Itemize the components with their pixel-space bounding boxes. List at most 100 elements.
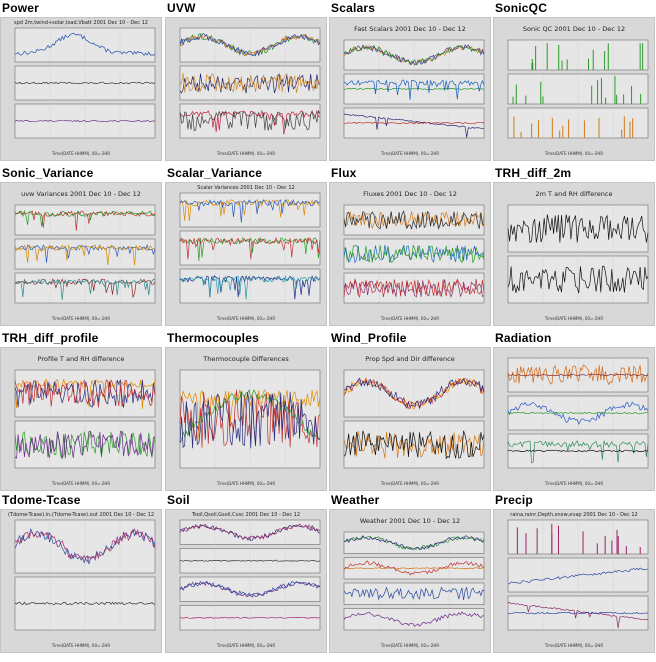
thumbnail-scalar-variance[interactable]: Scalar_Variance Scalar Variances 2001 Dec… <box>165 165 329 330</box>
thumbnail-title[interactable]: Wind_Profile <box>331 331 407 345</box>
thumbnail-wind-profile[interactable]: Wind_Profile Prop Spd and Dir difference T… <box>329 330 493 495</box>
plot-subtitle: (Tdome-Tcase).in,(Tdome-Tcase).out 2001 … <box>7 512 154 518</box>
plot-subtitle: 2m T and RH difference <box>535 190 613 198</box>
plot-panel <box>14 103 156 139</box>
plot-panels <box>343 369 485 469</box>
data-series-line <box>14 528 156 563</box>
data-series-line <box>179 32 321 57</box>
data-series-line <box>507 567 648 585</box>
plot-image[interactable]: Tsoil,Qsoil,Gsoil,Cvsc 2001 Dec 10 - Dec… <box>165 509 327 653</box>
thumbnail-title[interactable]: Soil <box>167 493 190 507</box>
data-series-line <box>343 430 485 460</box>
plot-subtitle: Sonic QC 2001 Dec 10 - Dec 12 <box>522 25 626 33</box>
plot-image[interactable]: spd 2m,twind+solar,load,Vbatt 2001 Dec 1… <box>0 17 162 161</box>
data-series-line <box>343 430 485 459</box>
thumbnail-uvw[interactable]: UVW Time(DATE HHMM), 00=-2HR <box>165 0 329 165</box>
data-series-line <box>179 33 321 57</box>
plot-subtitle: raina,rainr,Depth,snow,evap 2001 Dec 10 … <box>510 512 638 518</box>
plot-image[interactable]: Fluxes 2001 Dec 10 - Dec 12 Time(DATE HHM… <box>329 182 491 326</box>
plot-x-axis-label: Time(DATE HHMM), 00=-2HR <box>544 643 604 648</box>
thumbnail-title[interactable]: Flux <box>331 166 357 180</box>
data-series-line <box>14 244 156 266</box>
plot-panel <box>343 420 485 469</box>
plot-panels <box>14 519 156 631</box>
data-series-line <box>179 559 321 562</box>
plot-image[interactable]: Fast Scalars 2001 Dec 10 - Dec 12 Time(DA… <box>329 17 491 161</box>
plot-panel <box>343 531 485 554</box>
plot-x-axis-label: Time(DATE HHMM), 00=-2HR <box>51 316 111 321</box>
data-series-line <box>179 388 321 444</box>
plot-panel <box>179 268 321 304</box>
data-series-line <box>14 430 156 460</box>
thumbnail-power[interactable]: Power spd 2m,twind+solar,load,Vbatt 2001 … <box>0 0 164 165</box>
plot-panel <box>179 27 321 63</box>
data-series-line <box>507 265 649 294</box>
data-series-line <box>343 210 485 231</box>
thumbnail-title[interactable]: Sonic_Variance <box>2 166 94 180</box>
data-series-line <box>507 611 649 615</box>
data-series-line <box>179 616 321 619</box>
plot-image[interactable]: Sonic QC 2001 Dec 10 - Dec 12 Time(DATE H… <box>493 17 655 161</box>
plot-image[interactable]: Prop Spd and Dir difference Time(DATE HHM… <box>329 347 491 491</box>
plot-x-axis-label: Time(DATE HHMM), 00=-2HR <box>51 481 111 486</box>
plot-image[interactable]: Thermocouple Differences Time(DATE HHMM),… <box>165 347 327 491</box>
thumbnail-trh-diff-profile[interactable]: TRH_diff_profile Profile T and RH differe… <box>0 330 164 495</box>
data-series-line <box>343 44 485 66</box>
thumbnail-sonicqc[interactable]: SonicQC Sonic QC 2001 Dec 10 - Dec 12 Time… <box>493 0 656 165</box>
thumbnail-title[interactable]: TRH_diff_2m <box>495 166 572 180</box>
plot-image[interactable]: Time(DATE HHMM), 00=-2HR <box>493 347 655 491</box>
data-series-line <box>14 32 156 56</box>
plot-panel <box>343 204 485 236</box>
plot-image[interactable]: Time(DATE HHMM), 00=-2HR <box>165 17 327 161</box>
thumbnail-title[interactable]: Scalar_Variance <box>167 166 263 180</box>
thumbnail-radiation[interactable]: Radiation Time(DATE HHMM), 00=-2HR <box>493 330 656 495</box>
thumbnail-soil[interactable]: Soil Tsoil,Qsoil,Gsoil,Cvsc 2001 Dec 10 -… <box>165 492 329 657</box>
data-series-line <box>14 601 156 606</box>
plot-image[interactable]: Profile T and RH difference Time(DATE HHM… <box>0 347 162 491</box>
thumbnail-title[interactable]: TRH_diff_profile <box>2 331 99 345</box>
thumbnail-weather[interactable]: Weather Weather 2001 Dec 10 - Dec 12 Time(… <box>329 492 493 657</box>
thumbnail-tdome-tcase[interactable]: Tdome-Tcase (Tdome-Tcase).in,(Tdome-Tcase… <box>0 492 164 657</box>
plot-panel <box>343 238 485 270</box>
thumbnail-title[interactable]: UVW <box>167 1 196 15</box>
data-series-line <box>507 449 649 453</box>
plot-subtitle: Tsoil,Qsoil,Gsoil,Cvsc 2001 Dec 10 - Dec… <box>191 512 301 518</box>
plot-panels <box>14 369 156 469</box>
data-series-line <box>343 586 485 601</box>
data-series-line <box>343 121 485 125</box>
data-series-line <box>507 401 649 426</box>
thumbnail-title[interactable]: Radiation <box>495 331 552 345</box>
data-series-line <box>343 377 485 409</box>
plot-image[interactable]: uvw Variances 2001 Dec 10 - Dec 12 Time(D… <box>0 182 162 326</box>
data-series-line <box>14 81 156 85</box>
thumbnail-title[interactable]: Tdome-Tcase <box>2 493 81 507</box>
plot-panel <box>507 433 649 469</box>
plot-panel <box>179 369 321 469</box>
data-series-line <box>14 209 156 227</box>
thumbnail-trh-diff-2m[interactable]: TRH_diff_2m 2m T and RH difference Time(DA… <box>493 165 656 330</box>
thumbnail-title[interactable]: Scalars <box>331 1 376 15</box>
thumbnail-title[interactable]: Power <box>2 1 40 15</box>
plot-panels <box>14 27 156 139</box>
thumbnail-scalars[interactable]: Scalars Fast Scalars 2001 Dec 10 - Dec 12… <box>329 0 493 165</box>
thumbnail-title[interactable]: Thermocouples <box>167 331 259 345</box>
plot-image[interactable]: raina,rainr,Depth,snow,evap 2001 Dec 10 … <box>493 509 655 653</box>
plot-image[interactable]: 2m T and RH difference Time(DATE HHMM), 0… <box>493 182 655 326</box>
thumbnail-thermocouples[interactable]: Thermocouples Thermocouple Differences Tim… <box>165 330 329 495</box>
plot-subtitle: Fast Scalars 2001 Dec 10 - Dec 12 <box>354 25 466 33</box>
plot-x-axis-label: Time(DATE HHMM), 00=-2HR <box>544 151 604 156</box>
plot-x-axis-label: Time(DATE HHMM), 00=-2HR <box>51 151 111 156</box>
data-series-line <box>179 33 321 57</box>
plot-image[interactable]: Scalar Variances 2001 Dec 10 - Dec 12 Tim… <box>165 182 327 326</box>
plot-image[interactable]: Weather 2001 Dec 10 - Dec 12 Time(DATE HH… <box>329 509 491 653</box>
thumbnail-title[interactable]: Weather <box>331 493 380 507</box>
thumbnail-title[interactable]: Precip <box>495 493 533 507</box>
plot-panel <box>507 73 649 105</box>
thumbnail-precip[interactable]: Precip raina,rainr,Depth,snow,evap 2001 D… <box>493 492 656 657</box>
thumbnail-flux[interactable]: Flux Fluxes 2001 Dec 10 - Dec 12 Time(DATE… <box>329 165 493 330</box>
thumbnail-title[interactable]: SonicQC <box>495 1 548 15</box>
plot-image[interactable]: (Tdome-Tcase).in,(Tdome-Tcase).out 2001 … <box>0 509 162 653</box>
plot-x-axis-label: Time(DATE HHMM), 00=-2HR <box>51 643 111 648</box>
data-series-line <box>179 236 321 261</box>
